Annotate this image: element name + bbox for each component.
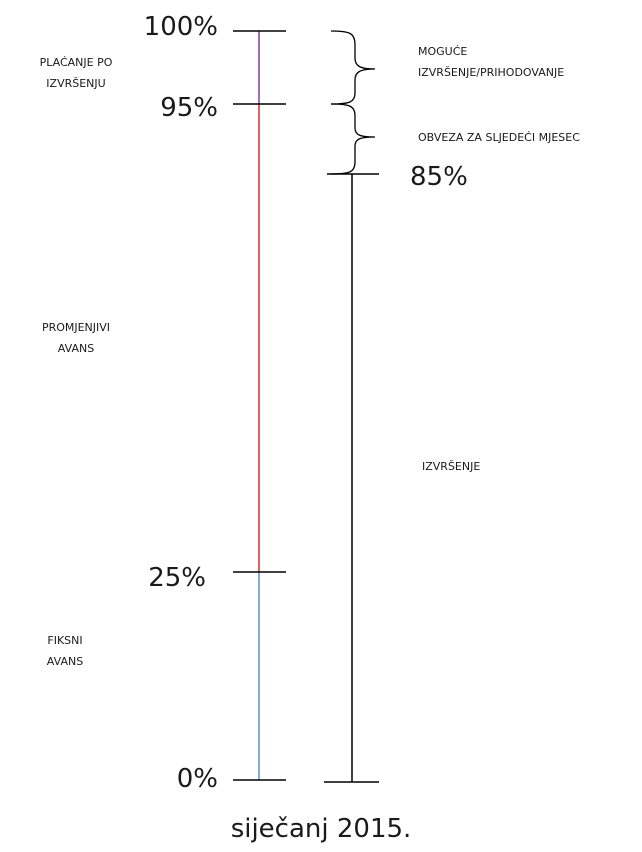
label-placanje-line2: IZVRŠENJU — [46, 77, 106, 90]
brace-obveza — [330, 103, 376, 175]
label-obveza-za-sljedeci-mjesec: OBVEZA ZA SLJEDEĆI MJESEC — [418, 131, 580, 144]
label-placanje-line1: PLAĆANJE PO — [39, 56, 113, 69]
label-izvrsenje: IZVRŠENJE — [422, 460, 481, 473]
label-moguce-line2: IZVRŠENJE/PRIHODOVANJE — [418, 66, 565, 79]
label-fiksni-line2: AVANS — [46, 655, 84, 668]
label-25-percent: 25% — [148, 563, 206, 593]
label-fiksni-line1: FIKSNI — [47, 634, 83, 647]
label-85-percent: 85% — [410, 162, 468, 192]
diagram-caption: siječanj 2015. — [230, 814, 412, 844]
label-moguce-line1: MOGUĆE — [418, 45, 468, 58]
label-promjenjivi-avans: PROMJENJIVI AVANS — [0, 322, 152, 354]
label-95-percent: 95% — [160, 93, 218, 123]
label-100-percent: 100% — [143, 12, 218, 42]
label-promjenjivi-line2: AVANS — [57, 342, 95, 355]
label-placanje-po-izvrsenju: PLAĆANJE PO IZVRŠENJU — [0, 57, 152, 89]
label-promjenjivi-line1: PROMJENJIVI — [41, 321, 111, 334]
label-moguce-izvrsenje: MOGUĆE IZVRŠENJE/PRIHODOVANJE — [418, 46, 564, 78]
label-fiksni-avans: FIKSNI AVANS — [0, 635, 130, 667]
label-0-percent: 0% — [176, 764, 218, 794]
brace-moguce — [330, 30, 376, 105]
